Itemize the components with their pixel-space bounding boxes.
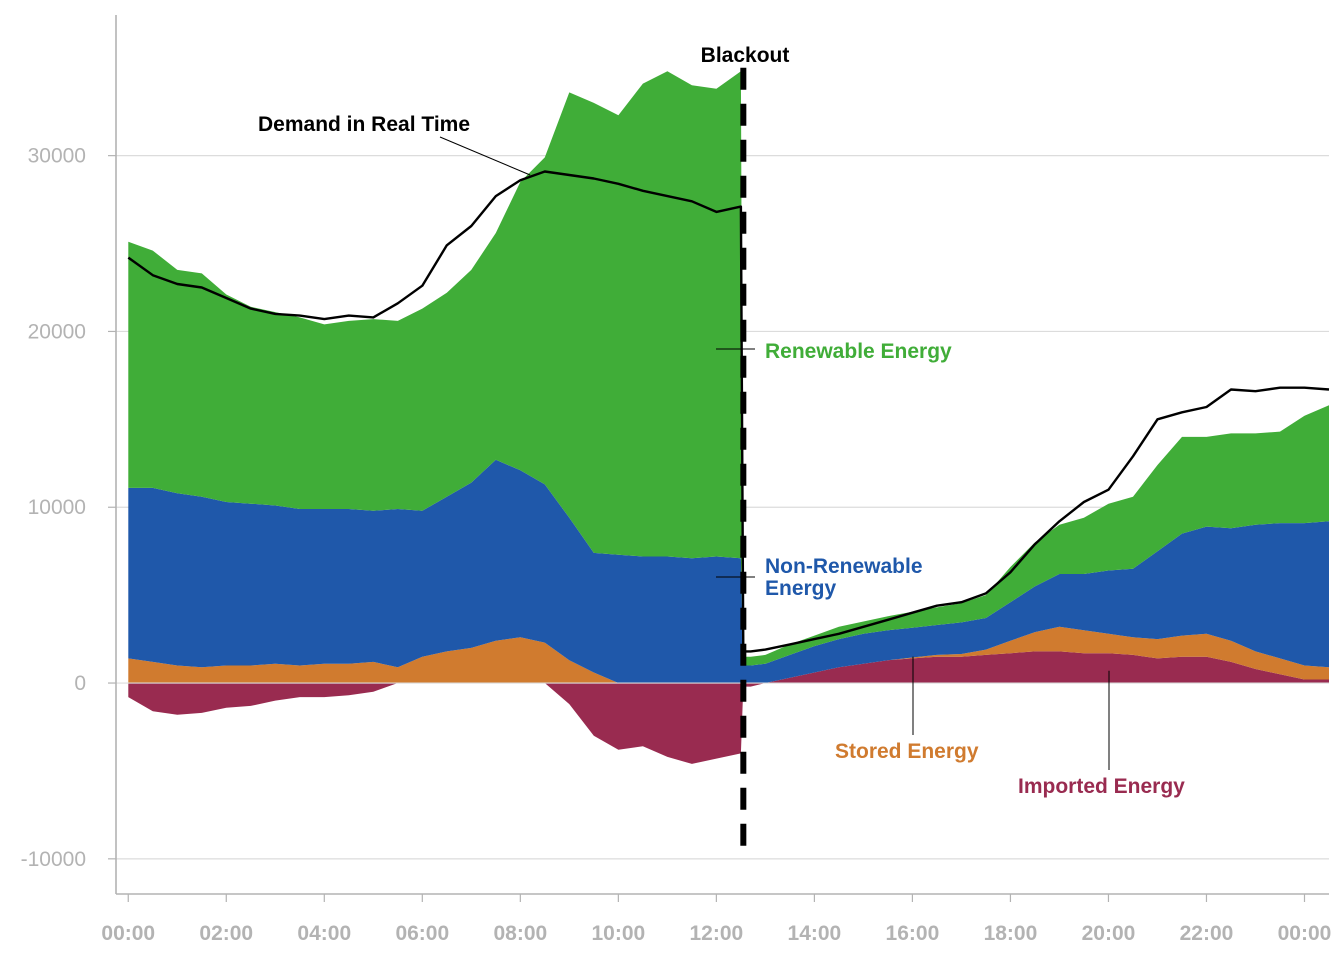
x-tick-label: 00:00 [101,922,155,945]
x-tick-label: 20:00 [1082,922,1136,945]
demand-leader [439,136,531,176]
y-tick-label: 0 [74,672,86,695]
x-tick-label: 06:00 [395,922,449,945]
y-tick-label: 10000 [28,496,86,519]
x-tick-label: 16:00 [886,922,940,945]
non-renewable-label-line1: Non-Renewable [765,555,923,578]
area-series [128,71,1329,764]
x-tick-label: 18:00 [984,922,1038,945]
area-non_renewable [128,459,1329,683]
non-renewable-label-line2: Energy [765,577,837,600]
x-tick-label: 08:00 [493,922,547,945]
x-tick-label: 10:00 [591,922,645,945]
imported-label: Imported Energy [1018,775,1185,798]
demand-label: Demand in Real Time [258,113,470,136]
non-renewable-label: Non-Renewable Energy [765,555,928,600]
x-tick-label: 14:00 [788,922,842,945]
annotations: Blackout Demand in Real Time Renewable E… [258,44,1185,798]
x-tick-label: 04:00 [297,922,351,945]
x-tick-label: 22:00 [1180,922,1234,945]
y-tick-label: -10000 [21,848,86,871]
renewable-label: Renewable Energy [765,340,952,363]
stored-label: Stored Energy [835,740,979,763]
area-imported-positive [128,651,1329,683]
x-tick-label: 00:00 [1278,922,1332,945]
area-imported-negative [128,683,1329,764]
x-tick-label: 12:00 [690,922,744,945]
blackout-label: Blackout [701,44,790,67]
axes [115,15,1329,895]
area-renewable [128,71,1329,666]
tick-labels: -10000 0 10000 20000 30000 00:00 02:00 04:00 06:… [21,145,1332,945]
y-tick-label: 30000 [28,145,86,168]
y-tick-label: 20000 [28,320,86,343]
area-stored [128,626,1329,683]
x-tick-label: 02:00 [199,922,253,945]
